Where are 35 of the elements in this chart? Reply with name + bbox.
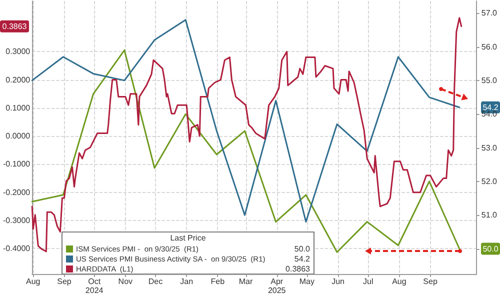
legend-title: Last Price [170, 234, 206, 242]
y-tick-label: -0.1000 [2, 160, 31, 169]
annotation: 0.3863 [286, 264, 311, 274]
y-tick-label: -0.2000 [2, 188, 31, 197]
y2-tick-label: 57.0 [481, 8, 498, 18]
y-tick-label: 0.2000 [6, 75, 31, 84]
y-tick-label: 0.3000 [6, 47, 31, 56]
y2-tick-label: 56.0 [481, 42, 498, 52]
x-tick-label: Sep [423, 277, 438, 286]
x-tick-label: Jul [362, 277, 374, 286]
y2-tick-label: 51.0 [481, 210, 498, 220]
x-tick-label: Mar [238, 277, 253, 286]
y-tick-label: -0.3000 [2, 216, 31, 226]
x-tick-label: Aug [26, 277, 40, 286]
x-tick-label: Oct 2024 [85, 277, 104, 295]
text: 54.2 [482, 102, 498, 112]
y-tick-label: 0.1000 [6, 103, 31, 112]
annotation: 50.0 [294, 244, 311, 254]
y-tick-label: 0.0000 [6, 132, 31, 141]
y2-tick-label: 52.0 [481, 176, 498, 186]
x-tick-label: Apr 2025 [268, 277, 286, 295]
x-tick-label: Feb [210, 277, 226, 286]
y-tick-label: -0.4000 [2, 244, 31, 254]
y2-tick-label: 55.0 [481, 76, 498, 85]
x-tick-label: Sep [57, 277, 72, 286]
text: 50.0 [482, 244, 498, 254]
y2-tick-label: 53.0 [481, 143, 498, 152]
x-tick-label: Jan [180, 277, 194, 286]
x-tick-label: Aug [392, 277, 406, 286]
x-tick-label: Dec [148, 277, 163, 286]
text: 0.3863 [2, 22, 27, 31]
x-tick-label: Nov [118, 277, 133, 286]
x-tick-label: Jun [332, 277, 344, 286]
x-tick-label: May [299, 277, 314, 286]
annotation: 54.2 [294, 254, 311, 264]
